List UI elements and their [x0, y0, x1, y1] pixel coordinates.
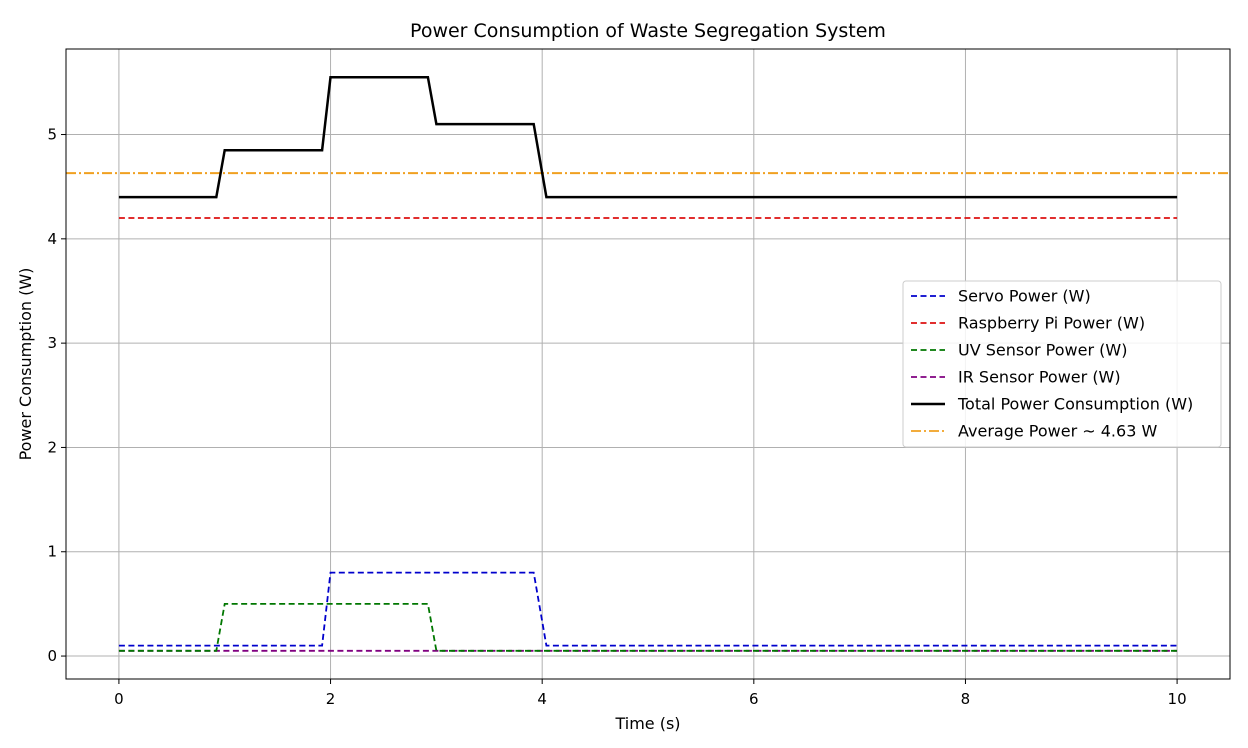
x-tick-label: 10: [1168, 690, 1187, 708]
legend-label: Average Power ~ 4.63 W: [958, 422, 1157, 441]
legend-label: UV Sensor Power (W): [958, 341, 1127, 360]
legend-label: Servo Power (W): [958, 287, 1091, 306]
series-line-2: [118, 603, 1178, 652]
y-tick-label: 3: [47, 334, 57, 352]
x-tick-label: 2: [326, 690, 336, 708]
legend-label: IR Sensor Power (W): [958, 368, 1121, 387]
x-tick-label: 0: [114, 690, 124, 708]
x-tick-label: 6: [749, 690, 759, 708]
legend-box: [902, 280, 1222, 448]
chart-title: Power Consumption of Waste Segregation S…: [410, 20, 886, 42]
x-tick-label: 4: [537, 690, 547, 708]
y-tick-label: 5: [47, 126, 57, 144]
y-tick-label: 1: [47, 543, 57, 561]
x-tick-label: 8: [961, 690, 971, 708]
plot-frame: [65, 48, 1231, 680]
y-tick-label: 0: [47, 647, 57, 665]
legend-label: Total Power Consumption (W): [957, 395, 1193, 414]
series-line-4: [118, 75, 1178, 199]
y-tick-label: 2: [47, 438, 57, 456]
y-tick-label: 4: [47, 230, 57, 248]
y-axis-label: Power Consumption (W): [16, 268, 35, 461]
legend-label: Raspberry Pi Power (W): [958, 314, 1145, 333]
series-line-0: [118, 571, 1178, 647]
axis-ticks: 0 2 4 6 8 10 0 1 2 3 4 5: [47, 126, 1186, 708]
x-axis-label: Time (s): [614, 714, 680, 733]
plot-lines: [66, 75, 1230, 652]
legend: Servo Power (W) Raspberry Pi Power (W) UV …: [902, 280, 1222, 448]
